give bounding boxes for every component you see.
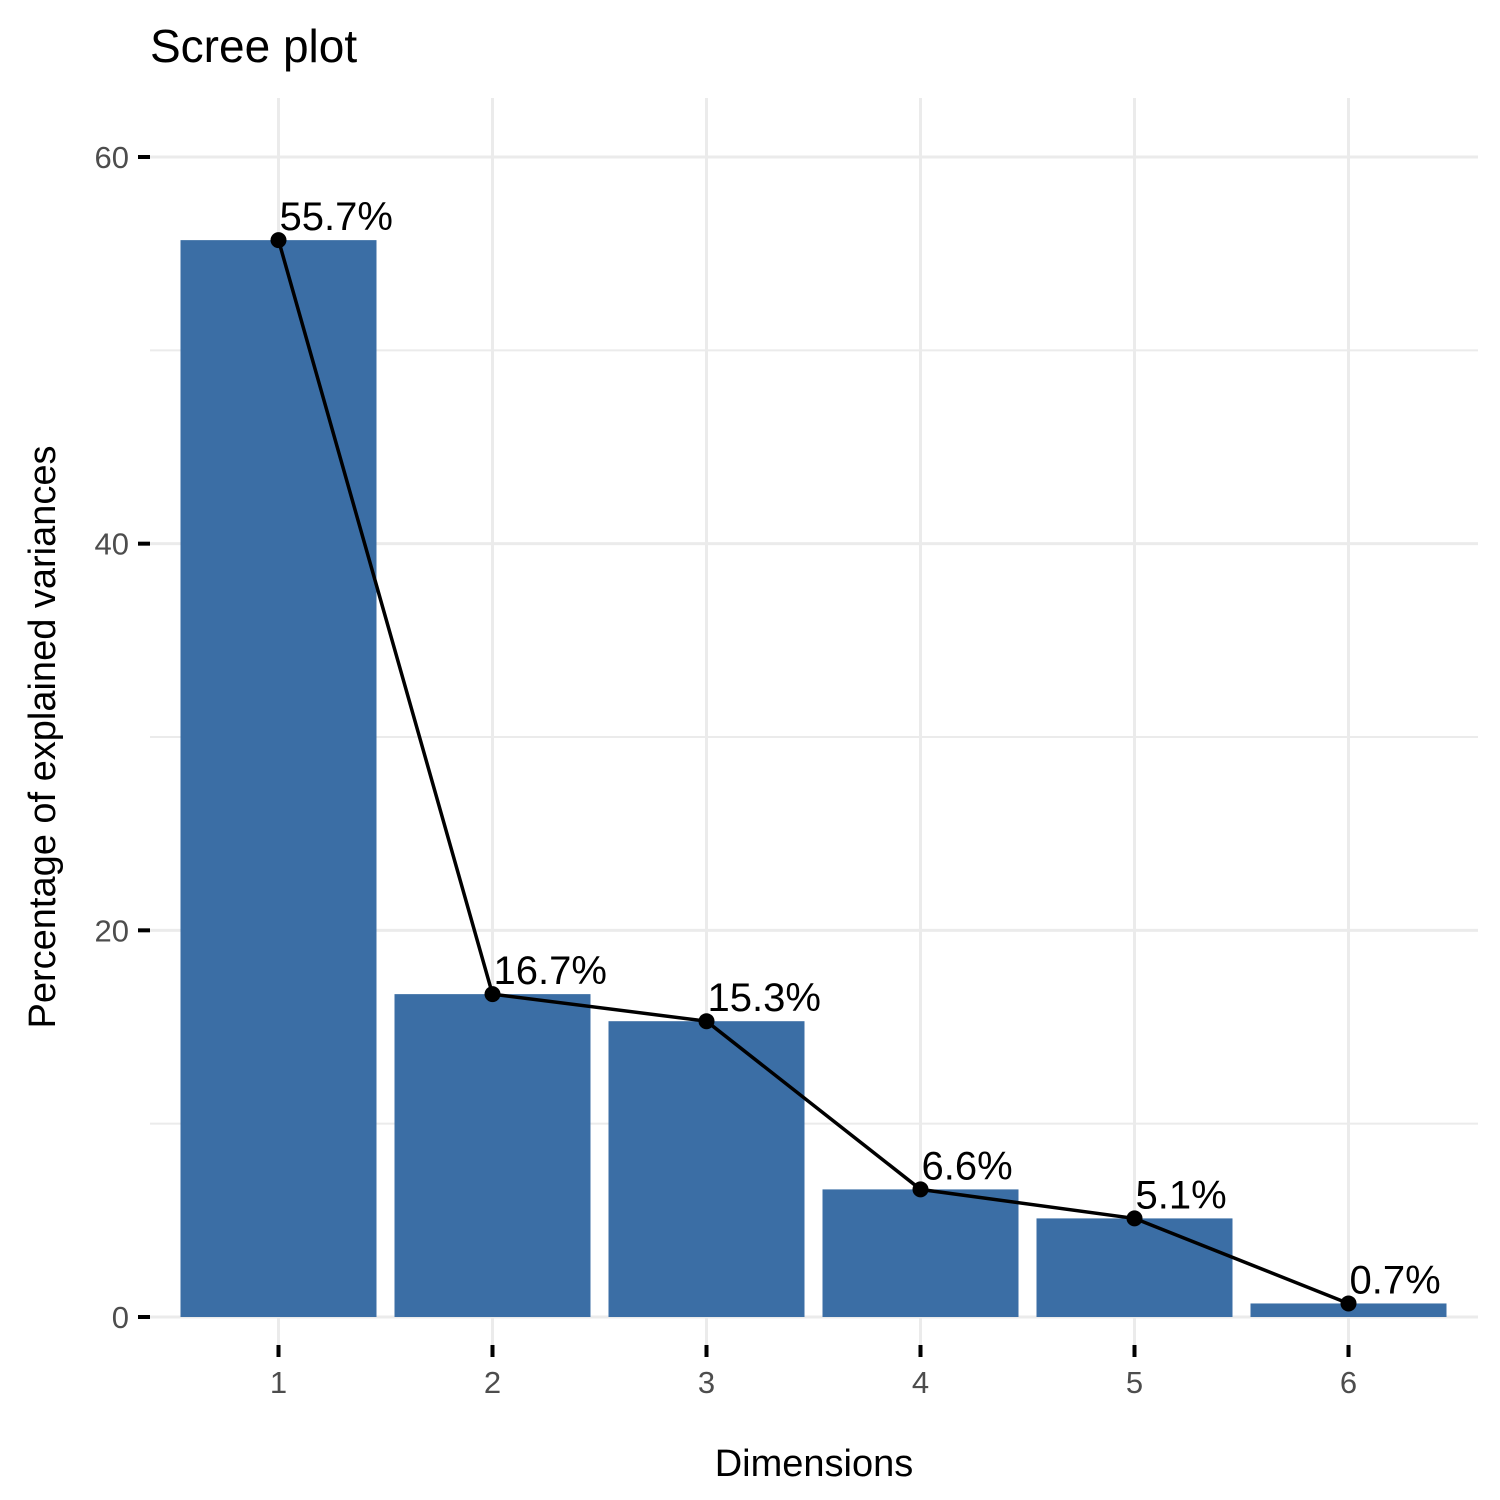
chart-title: Scree plot xyxy=(150,20,357,72)
data-point xyxy=(270,232,287,249)
bar xyxy=(1036,1218,1233,1317)
x-tick-label: 1 xyxy=(270,1365,287,1400)
data-labels: 55.7% 16.7% 15.3% 6.6% 5.1% 0.7% xyxy=(280,195,1441,1302)
bar xyxy=(180,240,377,1318)
x-tick-label: 5 xyxy=(1126,1365,1143,1400)
data-point xyxy=(1340,1295,1357,1312)
x-tick-label: 6 xyxy=(1340,1365,1357,1400)
bar xyxy=(822,1189,1019,1317)
data-point xyxy=(698,1013,715,1030)
x-tick-label: 3 xyxy=(698,1365,715,1400)
y-axis-title: Percentage of explained variances xyxy=(22,445,64,1028)
bar xyxy=(394,994,591,1317)
bar xyxy=(608,1021,805,1317)
y-tick-label: 60 xyxy=(95,140,129,175)
data-label: 5.1% xyxy=(1136,1173,1227,1217)
trend-line-group xyxy=(270,232,1357,1312)
data-point xyxy=(484,986,501,1003)
y-tick-label: 20 xyxy=(95,913,129,948)
x-tick-label: 2 xyxy=(484,1365,501,1400)
data-label: 55.7% xyxy=(280,195,393,239)
data-label: 0.7% xyxy=(1350,1258,1441,1302)
trend-line xyxy=(276,239,1350,1306)
data-label: 6.6% xyxy=(922,1144,1013,1188)
y-axis: 0 20 40 60 xyxy=(95,140,150,1335)
y-tick-label: 0 xyxy=(112,1300,129,1335)
data-label: 16.7% xyxy=(494,949,607,993)
x-axis: 1 2 3 4 5 6 xyxy=(270,1345,1357,1400)
y-tick-label: 40 xyxy=(95,527,129,562)
bars xyxy=(180,240,1447,1318)
x-tick-label: 4 xyxy=(912,1365,929,1400)
data-label: 15.3% xyxy=(708,976,821,1020)
x-axis-title: Dimensions xyxy=(715,1443,914,1485)
data-point xyxy=(912,1181,929,1198)
data-point xyxy=(1126,1210,1143,1227)
